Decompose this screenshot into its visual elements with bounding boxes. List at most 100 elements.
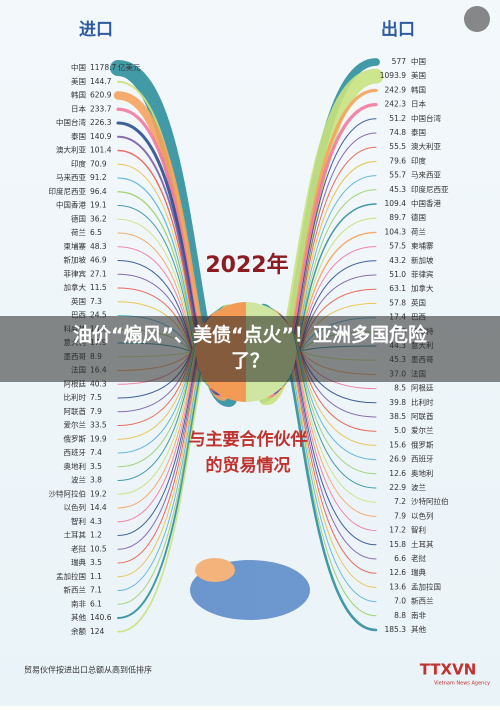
unit-label: 亿美元	[118, 62, 141, 72]
partner-label: 美国	[411, 70, 426, 80]
value-label: 7.9	[90, 407, 102, 416]
partner-label: 阿联酋	[411, 411, 434, 421]
value-label: 12.6	[389, 469, 406, 478]
value-label: 8.8	[394, 611, 406, 620]
value-label: 14.4	[90, 503, 107, 512]
logo-sub: Vietnam News Agency	[434, 681, 490, 687]
value-label: 1.2	[90, 531, 102, 540]
value-label: 7.5	[90, 393, 102, 402]
partner-label: 余额	[71, 626, 86, 636]
value-label: 91.2	[90, 173, 107, 182]
partner-label: 中国	[71, 62, 86, 72]
value-label: 27.1	[90, 269, 107, 278]
value-label: 46.9	[90, 256, 107, 265]
logo: TTXVN	[420, 661, 477, 679]
value-label: 13.6	[389, 582, 406, 591]
partner-label: 以色列	[411, 510, 434, 520]
value-label: 7.2	[394, 497, 406, 506]
partner-label: 印度尼西亚	[411, 184, 449, 194]
value-label: 5.0	[394, 426, 406, 435]
partner-label: 南非	[71, 598, 86, 608]
partner-label: 德国	[411, 212, 426, 222]
value-label: 51.0	[389, 270, 406, 279]
value-label: 45.3	[389, 185, 406, 194]
partner-label: 美国	[71, 76, 86, 86]
value-label: 96.4	[90, 187, 107, 196]
partner-label: 奥地利	[64, 461, 87, 471]
partner-label: 中国香港	[56, 200, 86, 210]
value-label: 1178.7	[90, 63, 116, 72]
value-label: 26.9	[389, 455, 406, 464]
partner-label: 西班牙	[411, 454, 434, 464]
partner-label: 菲律宾	[64, 268, 87, 278]
partner-label: 老挝	[71, 543, 86, 553]
value-label: 12.6	[389, 568, 406, 577]
partner-label: 加拿大	[411, 283, 434, 293]
value-label: 36.2	[90, 214, 107, 223]
partner-label: 沙特阿拉伯	[411, 496, 449, 506]
value-label: 1.1	[90, 572, 102, 581]
partner-label: 西班牙	[64, 447, 87, 457]
partner-label: 中国台湾	[56, 117, 86, 127]
partner-label: 奥地利	[411, 468, 434, 478]
value-label: 109.4	[385, 199, 407, 208]
partner-label: 俄罗斯	[411, 439, 434, 449]
partner-label: 比利时	[64, 392, 87, 402]
partner-label: 波兰	[411, 482, 426, 492]
subtitle: 的贸易情况	[206, 455, 291, 476]
value-label: 24.5	[90, 311, 107, 320]
value-label: 3.8	[90, 476, 102, 485]
partner-label: 俄罗斯	[64, 433, 87, 443]
value-label: 48.3	[90, 242, 107, 251]
value-label: 140.9	[90, 132, 112, 141]
share-icon[interactable]	[464, 6, 490, 32]
map-decoration	[190, 558, 310, 620]
partner-label: 其他	[411, 624, 426, 634]
partner-label: 新加坡	[411, 255, 434, 265]
partner-label: 沙特阿拉伯	[49, 488, 87, 498]
subtitle: 与主要合作伙伴	[189, 429, 308, 450]
partner-label: 波兰	[71, 475, 86, 485]
value-label: 4.3	[90, 517, 102, 526]
partner-label: 英国	[411, 297, 426, 307]
value-label: 620.9	[90, 91, 112, 100]
value-label: 39.8	[389, 398, 406, 407]
partner-label: 中国台湾	[411, 113, 441, 123]
value-label: 15.8	[389, 540, 406, 549]
value-label: 226.3	[90, 118, 112, 127]
value-label: 144.7	[90, 77, 112, 86]
partner-label: 印度	[71, 158, 86, 168]
partner-label: 菲律宾	[411, 269, 434, 279]
value-label: 242.9	[385, 85, 407, 94]
value-label: 15.6	[389, 440, 406, 449]
partner-label: 日本	[411, 99, 426, 109]
partner-label: 土耳其	[411, 539, 434, 549]
partner-label: 韩国	[411, 84, 426, 94]
partner-label: 日本	[71, 103, 86, 113]
partner-label: 澳大利亚	[411, 141, 441, 151]
value-label: 3.5	[90, 558, 102, 567]
value-label: 233.7	[90, 104, 112, 113]
value-label: 7.4	[90, 448, 102, 457]
partner-label: 荷兰	[71, 227, 86, 237]
partner-label: 韩国	[71, 90, 86, 100]
partner-label: 泰国	[411, 127, 426, 137]
value-label: 101.4	[90, 146, 112, 155]
partner-label: 新加坡	[64, 255, 87, 265]
value-label: 6.1	[90, 599, 102, 608]
value-label: 1093.9	[380, 71, 406, 80]
value-label: 33.5	[90, 421, 107, 430]
partner-label: 泰国	[71, 131, 86, 141]
value-label: 19.9	[90, 434, 107, 443]
value-label: 70.9	[90, 159, 107, 168]
value-label: 8.5	[394, 384, 406, 393]
value-label: 140.6	[90, 613, 112, 622]
partner-label: 老挝	[411, 553, 426, 563]
value-label: 124	[90, 627, 105, 636]
value-label: 104.3	[385, 227, 407, 236]
partner-label: 英国	[71, 296, 86, 306]
value-label: 43.2	[389, 256, 406, 265]
partner-label: 柬埔寨	[64, 241, 87, 251]
headline-band	[0, 316, 500, 382]
